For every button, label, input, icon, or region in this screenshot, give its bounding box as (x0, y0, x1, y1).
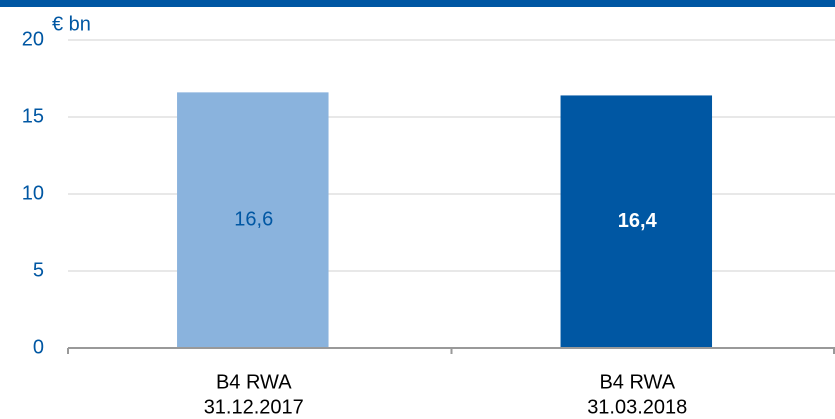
value-label: 16,4 (618, 210, 658, 232)
x-tick-label: B4 RWA (216, 371, 292, 393)
x-tick-label: B4 RWA (599, 371, 675, 393)
y-tick-label: 5 (33, 259, 44, 281)
value-label: 16,6 (234, 208, 273, 230)
y-tick-label: 20 (22, 28, 44, 50)
x-tick-label: 31.12.2017 (204, 396, 304, 418)
y-tick-label: 15 (22, 105, 44, 127)
y-tick-label: 0 (33, 336, 44, 358)
y-axis-label: € bn (52, 13, 91, 35)
bar (560, 95, 713, 348)
bar (177, 92, 329, 348)
top-strip (0, 0, 835, 7)
y-tick-label: 10 (22, 182, 44, 204)
x-tick-label: 31.03.2018 (587, 396, 687, 418)
